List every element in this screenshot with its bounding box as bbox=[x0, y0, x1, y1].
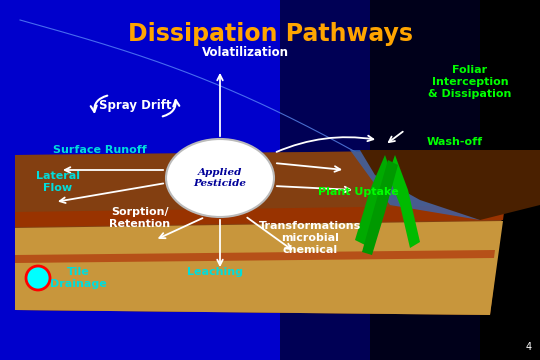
Polygon shape bbox=[15, 150, 510, 315]
Text: Leaching: Leaching bbox=[187, 267, 243, 277]
Text: Volatilization: Volatilization bbox=[201, 45, 288, 59]
Ellipse shape bbox=[166, 139, 274, 217]
Polygon shape bbox=[15, 221, 503, 315]
Circle shape bbox=[26, 266, 50, 290]
Text: Surface Runoff: Surface Runoff bbox=[53, 145, 147, 155]
Text: Plant Uptake: Plant Uptake bbox=[318, 187, 399, 197]
Polygon shape bbox=[15, 205, 505, 227]
Polygon shape bbox=[15, 150, 510, 315]
Polygon shape bbox=[355, 155, 392, 245]
Polygon shape bbox=[362, 160, 398, 255]
Text: Foliar
Interception
& Dissipation: Foliar Interception & Dissipation bbox=[428, 66, 512, 99]
Polygon shape bbox=[15, 250, 495, 263]
Polygon shape bbox=[0, 0, 310, 360]
Text: Applied
Pesticide: Applied Pesticide bbox=[193, 168, 246, 188]
Polygon shape bbox=[480, 0, 540, 360]
Text: Sorption/
Retention: Sorption/ Retention bbox=[110, 207, 171, 229]
Polygon shape bbox=[388, 155, 420, 248]
Text: Tile
Drainage: Tile Drainage bbox=[50, 267, 106, 289]
Text: Transformations
microbial
chemical: Transformations microbial chemical bbox=[259, 221, 361, 255]
Text: Spray Drift: Spray Drift bbox=[99, 99, 171, 112]
Polygon shape bbox=[360, 150, 540, 220]
Text: Dissipation Pathways: Dissipation Pathways bbox=[127, 22, 413, 46]
Text: Lateral
Flow: Lateral Flow bbox=[36, 171, 80, 193]
Polygon shape bbox=[350, 150, 500, 220]
Text: Wash-off: Wash-off bbox=[427, 137, 483, 147]
Polygon shape bbox=[370, 0, 540, 360]
Text: 4: 4 bbox=[526, 342, 532, 352]
Polygon shape bbox=[280, 0, 400, 360]
